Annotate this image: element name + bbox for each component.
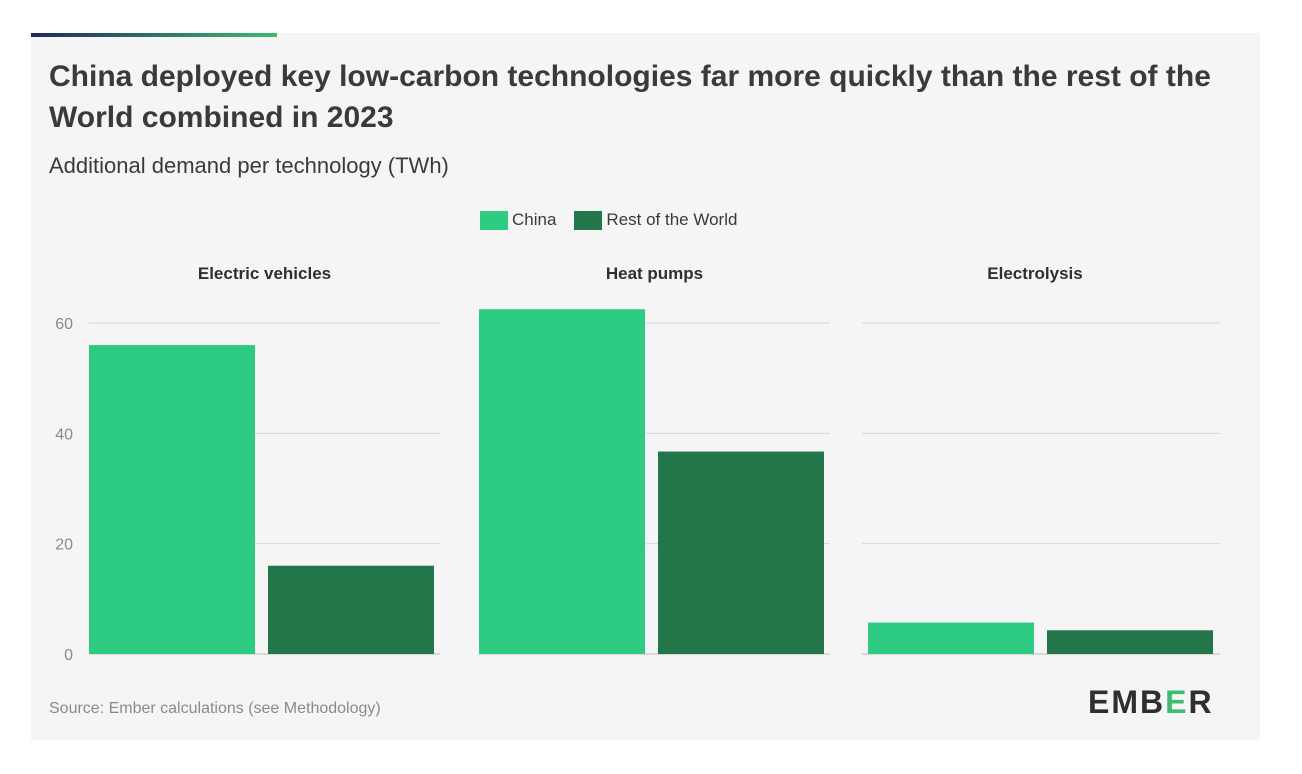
panel-title: Heat pumps xyxy=(606,264,703,283)
y-tick-label: 20 xyxy=(55,537,73,554)
chart-title: China deployed key low-carbon technologi… xyxy=(49,60,1211,134)
logo-letter: R xyxy=(1188,684,1214,720)
logo-letter: M xyxy=(1111,684,1140,720)
legend-swatch-rest-of-world xyxy=(574,210,603,230)
legend-label-china: China xyxy=(512,210,557,229)
bar-china xyxy=(868,622,1034,654)
bar-rest-of-world xyxy=(268,565,434,654)
logo-letter: E xyxy=(1088,684,1112,720)
legend: China Rest of the World xyxy=(480,210,755,230)
accent-bar xyxy=(31,33,277,37)
ember-logo: EMBER xyxy=(1088,684,1214,721)
chart-subtitle: Additional demand per technology (TWh) xyxy=(49,153,449,178)
source-note: Source: Ember calculations (see Methodol… xyxy=(49,700,381,717)
legend-item-china: China xyxy=(480,210,556,230)
bar-rest-of-world xyxy=(1047,630,1213,654)
legend-item-rest-of-world: Rest of the World xyxy=(574,210,737,230)
logo-letter: E xyxy=(1165,684,1189,720)
y-tick-label: 60 xyxy=(55,316,73,333)
y-tick-label: 0 xyxy=(64,647,73,664)
panel-title: Electrolysis xyxy=(987,264,1082,283)
y-tick-label: 40 xyxy=(55,426,73,443)
bar-china xyxy=(89,345,255,654)
bar-china xyxy=(479,309,645,654)
logo-letter: B xyxy=(1140,684,1166,720)
legend-swatch-china xyxy=(480,210,508,230)
bar-rest-of-world xyxy=(658,451,824,654)
panel-title: Electric vehicles xyxy=(198,264,331,283)
legend-label-rest-of-world: Rest of the World xyxy=(606,210,738,229)
